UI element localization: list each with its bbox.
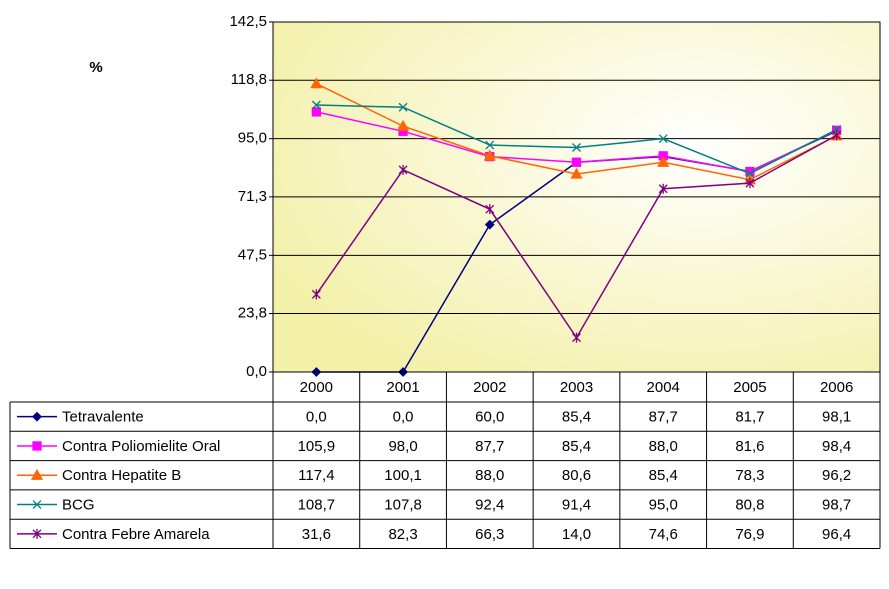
- table-value: 108,7: [298, 497, 336, 514]
- table-value: 95,0: [649, 497, 678, 514]
- marker: [658, 134, 668, 144]
- table-value: 85,4: [562, 409, 591, 426]
- table-value: 0,0: [393, 409, 414, 426]
- table-value: 85,4: [649, 467, 678, 484]
- marker: [485, 140, 495, 150]
- y-tick-label: 23,8: [238, 305, 267, 322]
- table-value: 96,4: [822, 526, 851, 543]
- legend-label: Contra Hepatite B: [62, 467, 181, 484]
- marker: [745, 169, 755, 179]
- table-value: 107,8: [384, 497, 422, 514]
- table-value: 0,0: [306, 409, 327, 426]
- table-value: 100,1: [384, 467, 422, 484]
- table-value: 81,6: [735, 438, 764, 455]
- table-value: 80,6: [562, 467, 591, 484]
- table-value: 87,7: [649, 409, 678, 426]
- marker: [832, 130, 842, 141]
- marker: [398, 102, 408, 112]
- marker: [311, 289, 321, 300]
- table-value: 81,7: [735, 409, 764, 426]
- table-value: 117,4: [298, 467, 334, 484]
- marker: [310, 77, 323, 89]
- legend-label: Contra Poliomielite Oral: [62, 438, 220, 455]
- table-value: 31,6: [302, 526, 331, 543]
- y-axis-label: %: [89, 59, 102, 76]
- table-value: 88,0: [475, 467, 504, 484]
- marker: [571, 157, 582, 167]
- table-value: 14,0: [562, 526, 591, 543]
- marker: [398, 164, 408, 175]
- y-tick-label: 95,0: [238, 130, 267, 147]
- table-value: 88,0: [649, 438, 678, 455]
- legend-label: BCG: [62, 497, 95, 514]
- table-value: 98,1: [822, 409, 851, 426]
- y-tick-label: 142,5: [229, 13, 267, 30]
- table-value: 60,0: [475, 409, 504, 426]
- table-value: 87,7: [475, 438, 504, 455]
- marker: [311, 100, 321, 110]
- marker: [311, 107, 322, 117]
- table-value: 98,7: [822, 497, 851, 514]
- table-value: 98,0: [388, 438, 417, 455]
- marker: [572, 143, 581, 152]
- table-value: 96,2: [822, 467, 851, 484]
- y-tick-label: 118,8: [231, 71, 267, 88]
- marker: [483, 149, 496, 161]
- marker: [570, 167, 583, 179]
- legend-label: Tetravalente: [62, 409, 144, 426]
- legend-marker: [32, 528, 42, 539]
- legend-marker: [32, 441, 42, 451]
- marker: [658, 183, 668, 194]
- y-tick-label: 0,0: [246, 363, 267, 380]
- marker: [657, 155, 670, 167]
- marker: [396, 119, 410, 131]
- table-value: 80,8: [735, 497, 764, 514]
- x-tick-label: 2003: [560, 379, 593, 396]
- y-tick-label: 47,5: [238, 246, 267, 263]
- table-value: 66,3: [475, 526, 504, 543]
- table-value: 74,6: [649, 526, 678, 543]
- marker: [572, 332, 581, 343]
- x-tick-label: 2002: [473, 379, 506, 396]
- legend-label: Contra Febre Amarela: [62, 526, 210, 543]
- legend-marker: [30, 468, 44, 480]
- table-value: 105,9: [298, 438, 336, 455]
- table-value: 98,4: [822, 438, 851, 455]
- x-tick-label: 2000: [300, 379, 333, 396]
- legend-marker: [32, 411, 42, 422]
- table-value: 92,4: [475, 497, 504, 514]
- legend-marker: [32, 500, 42, 510]
- x-tick-label: 2005: [733, 379, 766, 396]
- table-value: 78,3: [735, 467, 764, 484]
- table-value: 85,4: [562, 438, 591, 455]
- x-tick-label: 2001: [386, 379, 419, 396]
- table-value: 91,4: [562, 497, 591, 514]
- table-value: 76,9: [735, 526, 764, 543]
- y-tick-label: 71,3: [238, 188, 267, 205]
- marker: [745, 178, 755, 189]
- x-tick-label: 2004: [647, 379, 680, 396]
- marker: [485, 204, 495, 215]
- marker: [484, 219, 495, 230]
- table-value: 82,3: [388, 526, 417, 543]
- x-tick-label: 2006: [820, 379, 853, 396]
